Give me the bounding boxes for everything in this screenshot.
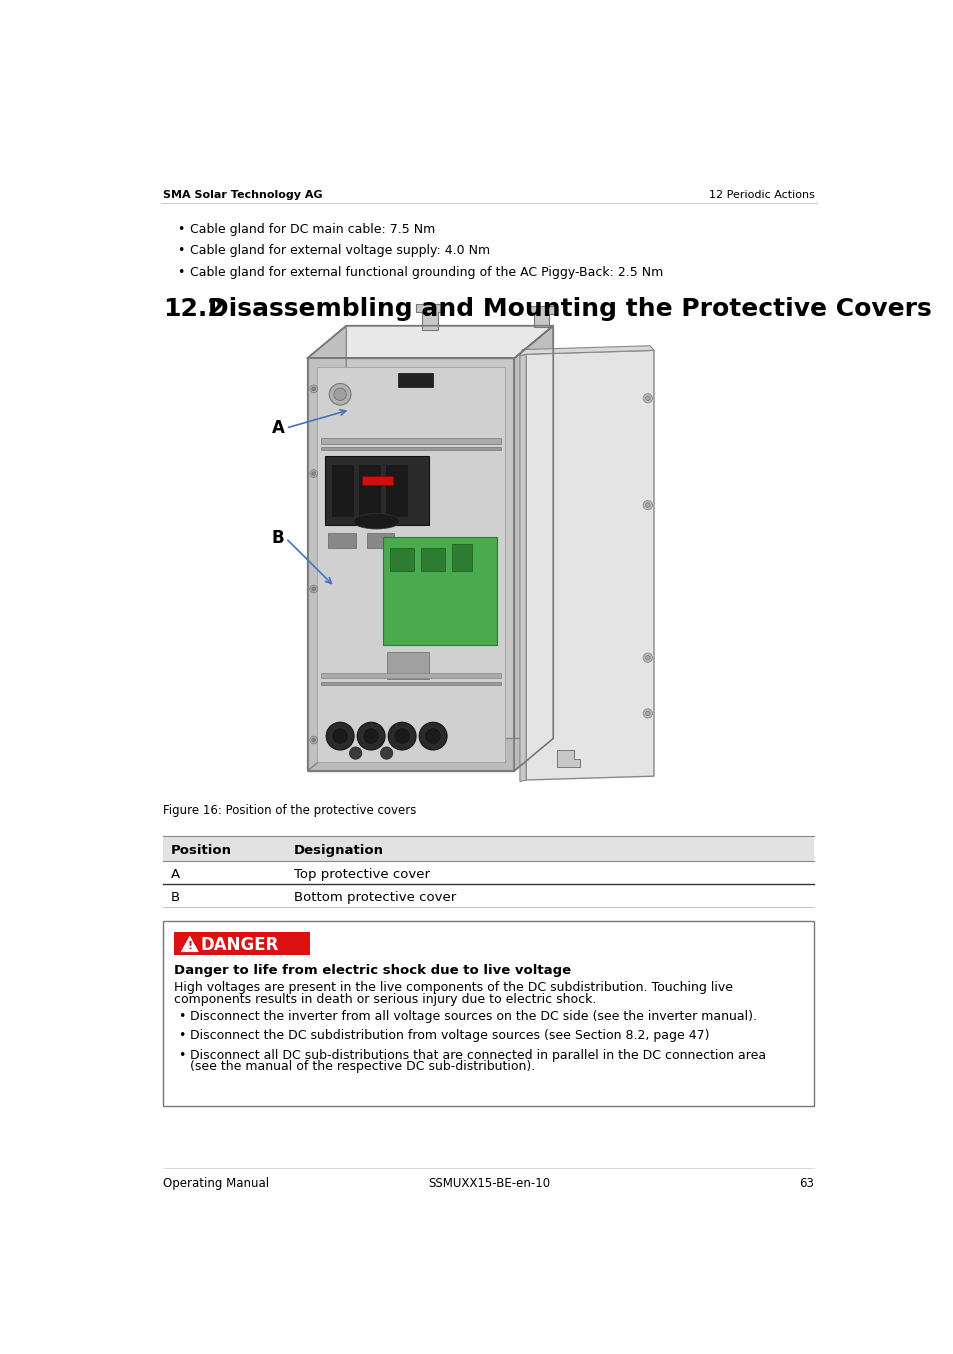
Circle shape: [380, 747, 393, 760]
Text: DANGER: DANGER: [201, 936, 279, 953]
Circle shape: [362, 727, 379, 745]
Bar: [386, 653, 429, 680]
Text: components results in death or serious injury due to electric shock.: components results in death or serious i…: [174, 994, 596, 1006]
Text: A: A: [171, 868, 180, 881]
Bar: [320, 673, 500, 677]
Text: Figure 16: Position of the protective covers: Figure 16: Position of the protective co…: [163, 804, 416, 816]
Ellipse shape: [353, 513, 399, 529]
Text: SMA Solar Technology AG: SMA Solar Technology AG: [163, 190, 323, 200]
Polygon shape: [519, 355, 525, 781]
Bar: [320, 447, 500, 451]
Bar: [385, 463, 408, 517]
Bar: [331, 463, 354, 517]
Text: B: B: [272, 529, 284, 547]
Bar: [163, 837, 814, 861]
Polygon shape: [307, 326, 553, 357]
Text: Cable gland for external functional grounding of the AC Piggy-Back: 2.5 Nm: Cable gland for external functional grou…: [190, 265, 662, 279]
Circle shape: [310, 470, 317, 478]
Circle shape: [310, 737, 317, 743]
Circle shape: [349, 747, 361, 760]
Circle shape: [642, 708, 652, 718]
Circle shape: [642, 653, 652, 662]
Bar: [390, 548, 414, 571]
Circle shape: [312, 387, 315, 391]
Text: High voltages are present in the live components of the DC subdistribution. Touc: High voltages are present in the live co…: [174, 982, 733, 994]
Text: Position: Position: [171, 844, 232, 857]
Circle shape: [642, 394, 652, 403]
Polygon shape: [307, 738, 553, 770]
Bar: [320, 439, 500, 444]
Bar: [324, 456, 429, 525]
Circle shape: [334, 389, 346, 401]
Text: SSMUXX15-BE-en-10: SSMUXX15-BE-en-10: [427, 1178, 550, 1190]
Text: Bottom protective cover: Bottom protective cover: [294, 891, 456, 904]
Polygon shape: [416, 305, 443, 329]
Circle shape: [312, 471, 315, 475]
Circle shape: [310, 385, 317, 393]
Bar: [452, 544, 472, 571]
Circle shape: [418, 722, 447, 750]
Polygon shape: [307, 357, 514, 770]
Circle shape: [312, 588, 315, 590]
Text: •: •: [178, 1029, 185, 1043]
Text: Disconnect all DC sub-distributions that are connected in parallel in the DC con: Disconnect all DC sub-distributions that…: [190, 1049, 765, 1062]
Bar: [382, 536, 497, 645]
Circle shape: [424, 727, 441, 745]
Text: 12.2: 12.2: [163, 298, 225, 321]
Text: Cable gland for external voltage supply: 4.0 Nm: Cable gland for external voltage supply:…: [190, 244, 490, 257]
Text: •: •: [177, 265, 185, 279]
Bar: [361, 475, 393, 485]
Circle shape: [645, 395, 649, 401]
Circle shape: [645, 711, 649, 716]
Bar: [174, 932, 310, 955]
Text: Disconnect the inverter from all voltage sources on the DC side (see the inverte: Disconnect the inverter from all voltage…: [190, 1010, 756, 1024]
Circle shape: [642, 501, 652, 509]
Text: Disassembling and Mounting the Protective Covers: Disassembling and Mounting the Protectiv…: [208, 298, 931, 321]
Text: •: •: [178, 1049, 185, 1062]
Circle shape: [388, 722, 416, 750]
Circle shape: [310, 585, 317, 593]
Polygon shape: [525, 351, 654, 780]
Text: •: •: [177, 244, 185, 257]
Polygon shape: [316, 367, 505, 761]
Text: 12 Periodic Actions: 12 Periodic Actions: [708, 190, 814, 200]
FancyBboxPatch shape: [163, 921, 814, 1106]
Text: Designation: Designation: [294, 844, 383, 857]
Text: B: B: [171, 891, 180, 904]
Bar: [320, 682, 500, 685]
Circle shape: [332, 727, 348, 745]
Text: (see the manual of the respective DC sub-distribution).: (see the manual of the respective DC sub…: [190, 1060, 535, 1074]
Bar: [421, 548, 444, 571]
Text: A: A: [272, 420, 284, 437]
Text: 63: 63: [799, 1178, 814, 1190]
Text: Danger to life from electric shock due to live voltage: Danger to life from electric shock due t…: [174, 964, 571, 978]
Polygon shape: [527, 306, 555, 328]
Bar: [328, 533, 355, 548]
Polygon shape: [307, 326, 346, 770]
Text: •: •: [177, 222, 185, 236]
Text: Top protective cover: Top protective cover: [294, 868, 429, 881]
Polygon shape: [181, 937, 198, 952]
Polygon shape: [557, 750, 579, 766]
Circle shape: [394, 727, 410, 745]
Bar: [357, 463, 381, 517]
Circle shape: [312, 738, 315, 742]
Text: Operating Manual: Operating Manual: [163, 1178, 270, 1190]
Bar: [367, 533, 394, 548]
Text: •: •: [178, 1010, 185, 1024]
Circle shape: [326, 722, 354, 750]
Circle shape: [356, 722, 385, 750]
Polygon shape: [514, 326, 553, 770]
Text: !: !: [187, 941, 193, 951]
Circle shape: [645, 655, 649, 659]
Circle shape: [645, 502, 649, 508]
Bar: [397, 372, 433, 386]
Polygon shape: [519, 345, 654, 356]
Circle shape: [329, 383, 351, 405]
Text: Cable gland for DC main cable: 7.5 Nm: Cable gland for DC main cable: 7.5 Nm: [190, 222, 435, 236]
Text: Disconnect the DC subdistribution from voltage sources (see Section 8.2, page 47: Disconnect the DC subdistribution from v…: [190, 1029, 708, 1043]
